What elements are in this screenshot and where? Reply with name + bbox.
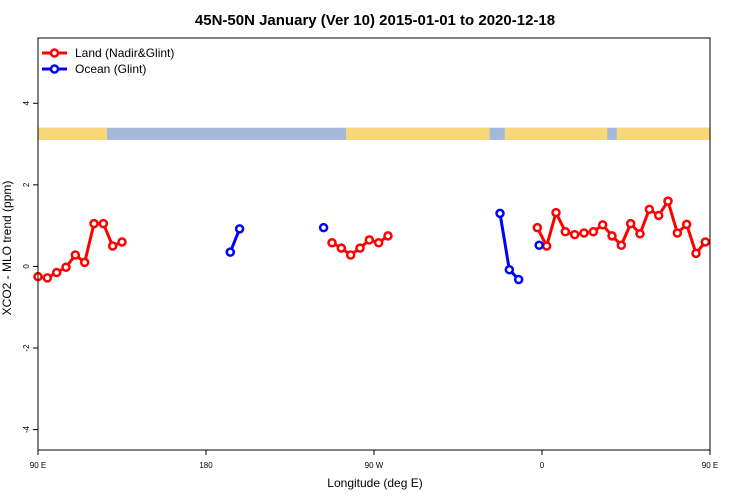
data-point-land bbox=[117, 237, 127, 247]
y-tick-label: -4 bbox=[22, 426, 31, 434]
data-point-land bbox=[336, 243, 347, 253]
data-point-land bbox=[42, 273, 53, 283]
legend-marker-land bbox=[49, 48, 60, 58]
legend-label-land: Land (Nadir&Glint) bbox=[75, 46, 174, 60]
y-tick-label: 2 bbox=[22, 182, 31, 187]
data-point-land bbox=[61, 262, 71, 273]
y-tick-label: -2 bbox=[22, 344, 31, 352]
legend-label-ocean: Ocean (Glint) bbox=[75, 62, 146, 76]
x-tick-label: 90 W bbox=[365, 461, 384, 470]
plot-series bbox=[33, 196, 711, 285]
data-point-land bbox=[107, 241, 118, 251]
chart-title: 45N-50N January (Ver 10) 2015-01-01 to 2… bbox=[195, 12, 555, 29]
series-line-land bbox=[37, 222, 123, 280]
series-ocean bbox=[225, 208, 544, 285]
data-point-land bbox=[644, 204, 655, 215]
data-point-land bbox=[373, 238, 384, 248]
legend: Land (Nadir&Glint) Ocean (Glint) bbox=[42, 46, 174, 76]
land-ocean-band bbox=[38, 127, 710, 140]
y-tick-label: 0 bbox=[22, 264, 31, 269]
data-point-land bbox=[327, 238, 337, 248]
data-point-land bbox=[588, 227, 599, 237]
data-point-land bbox=[532, 222, 543, 233]
data-point-land bbox=[663, 196, 673, 206]
data-point-land bbox=[672, 228, 683, 238]
legend-marker-ocean bbox=[49, 64, 60, 74]
data-point-ocean bbox=[225, 247, 236, 257]
land-band bbox=[38, 127, 108, 140]
data-point-land bbox=[607, 231, 617, 241]
data-point-ocean bbox=[234, 224, 245, 234]
data-point-land bbox=[691, 248, 701, 259]
data-point-land bbox=[383, 231, 393, 241]
series-land bbox=[33, 196, 711, 283]
data-point-ocean bbox=[495, 208, 505, 219]
data-point-land bbox=[653, 210, 664, 221]
data-point-land bbox=[355, 243, 365, 253]
data-point-land bbox=[364, 235, 375, 245]
data-point-land bbox=[51, 267, 62, 278]
data-point-land bbox=[98, 218, 109, 229]
data-point-land bbox=[89, 218, 99, 229]
plot-frame bbox=[37, 37, 711, 451]
data-point-land bbox=[681, 219, 692, 230]
data-point-ocean bbox=[504, 264, 515, 275]
x-axis-label: Longitude (deg E) bbox=[327, 476, 422, 490]
data-point-land bbox=[625, 218, 636, 229]
data-point-land bbox=[560, 227, 571, 237]
data-point-land bbox=[345, 250, 356, 260]
land-band bbox=[504, 127, 608, 140]
data-point-land bbox=[541, 241, 552, 251]
y-axis-label: XCO2 - MLO trend (ppm) bbox=[0, 181, 14, 316]
data-point-land bbox=[551, 207, 561, 218]
data-point-land bbox=[635, 229, 645, 239]
x-tick-label: 90 E bbox=[702, 461, 718, 470]
x-tick-label: 180 bbox=[199, 461, 213, 470]
data-point-land bbox=[569, 229, 580, 240]
land-band bbox=[616, 127, 710, 140]
data-point-land bbox=[597, 220, 608, 230]
axes: 90 E 180 90 W 0 90 E -4 -2 0 2 4 bbox=[22, 100, 718, 470]
data-point-land bbox=[79, 257, 90, 268]
x-tick-label: 0 bbox=[540, 461, 545, 470]
data-point-land bbox=[70, 250, 81, 260]
data-point-land bbox=[616, 240, 627, 250]
x-tick-label: 90 E bbox=[30, 461, 46, 470]
data-point-ocean bbox=[534, 240, 544, 250]
data-point-land bbox=[700, 237, 711, 247]
y-tick-label: 4 bbox=[22, 100, 31, 105]
land-band bbox=[346, 127, 490, 140]
data-point-ocean bbox=[318, 222, 329, 233]
data-point-land bbox=[579, 228, 589, 238]
data-point-ocean bbox=[513, 274, 524, 285]
